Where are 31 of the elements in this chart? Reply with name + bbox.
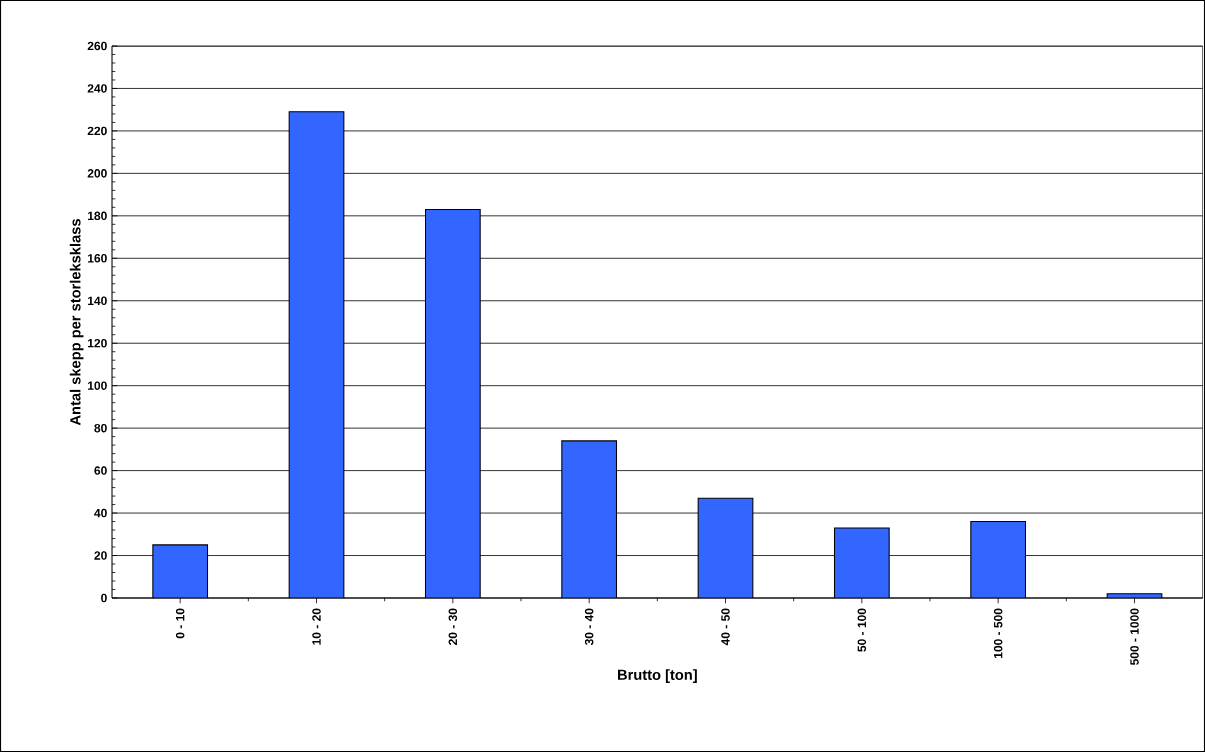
x-tick-label: 40 - 50 bbox=[721, 608, 730, 646]
bar bbox=[833, 527, 890, 598]
x-tick-label: 500 - 1000 bbox=[1130, 608, 1139, 666]
y-tick-label: 180 bbox=[88, 211, 107, 221]
x-tick-label: 0 - 10 bbox=[175, 608, 185, 639]
y-tick-label: 200 bbox=[87, 169, 107, 178]
bar bbox=[424, 208, 481, 598]
y-tick-label: 140 bbox=[88, 296, 107, 306]
y-tick-label: 20 bbox=[94, 551, 107, 560]
y-tick-label: 240 bbox=[87, 84, 107, 93]
y-axis-title: Antal skepp per storleksklass bbox=[69, 219, 84, 426]
bar bbox=[561, 440, 618, 598]
x-tick-label: 50 - 100 bbox=[857, 608, 867, 652]
y-tick-label: 100 bbox=[88, 381, 107, 390]
y-tick-label: 80 bbox=[94, 423, 107, 433]
bar bbox=[152, 544, 209, 598]
y-tick-label: 160 bbox=[88, 254, 107, 263]
bar bbox=[288, 111, 345, 598]
bar bbox=[697, 497, 754, 598]
bar bbox=[970, 521, 1027, 598]
y-tick-label: 260 bbox=[87, 41, 107, 51]
y-tick-label: 0 bbox=[101, 593, 107, 603]
y-tick-label: 220 bbox=[87, 126, 107, 136]
x-tick-label: 20 - 30 bbox=[448, 608, 458, 645]
x-axis-title: Brutto [ton] bbox=[618, 669, 697, 683]
y-tick-label: 60 bbox=[94, 466, 107, 475]
y-tick-label: 120 bbox=[88, 338, 107, 348]
y-tick-label: 40 bbox=[94, 508, 107, 518]
x-tick-label: 10 - 20 bbox=[312, 608, 321, 645]
x-tick-label: 100 - 500 bbox=[993, 608, 1003, 658]
x-tick-label: 30 - 40 bbox=[584, 608, 594, 646]
